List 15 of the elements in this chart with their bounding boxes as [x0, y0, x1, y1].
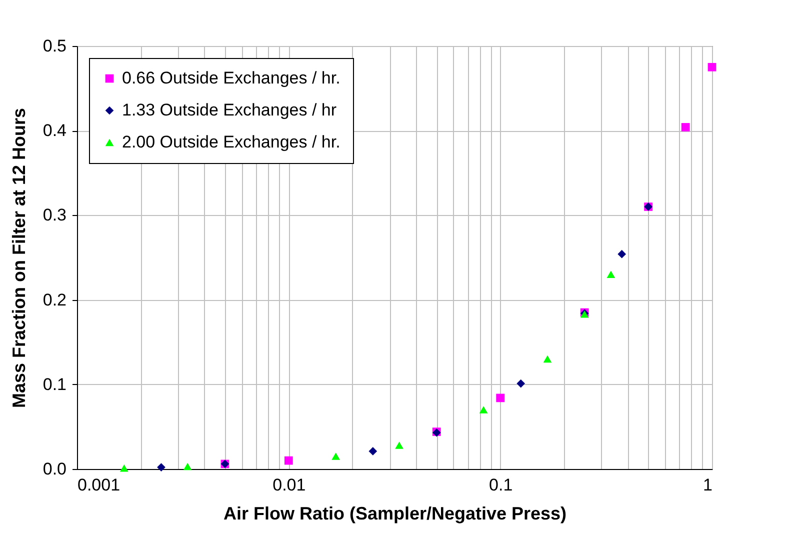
x-tick-label: 0.001 — [78, 476, 120, 494]
x-tick-label: 1 — [703, 476, 712, 494]
y-axis-title: Mass Fraction on Filter at 12 Hours — [8, 108, 29, 408]
legend-label: 0.66 Outside Exchanges / hr. — [122, 68, 340, 88]
x-tick-label: 0.01 — [272, 476, 306, 494]
x-axis-title: Air Flow Ratio (Sampler/Negative Press) — [223, 504, 567, 524]
x-tick-label: 0.1 — [489, 476, 513, 494]
y-tick-label: 0.4 — [42, 121, 66, 140]
legend-label: 1.33 Outside Exchanges / hr — [122, 100, 337, 120]
y-tick-label: 0.2 — [42, 290, 66, 310]
y-tick-label: 0.1 — [42, 374, 66, 394]
y-tick-label: 0.0 — [42, 460, 66, 478]
legend-label: 2.00 Outside Exchanges / hr. — [122, 132, 340, 152]
y-tick-label: 0.3 — [42, 206, 66, 225]
y-tick-label: 0.5 — [42, 36, 66, 56]
